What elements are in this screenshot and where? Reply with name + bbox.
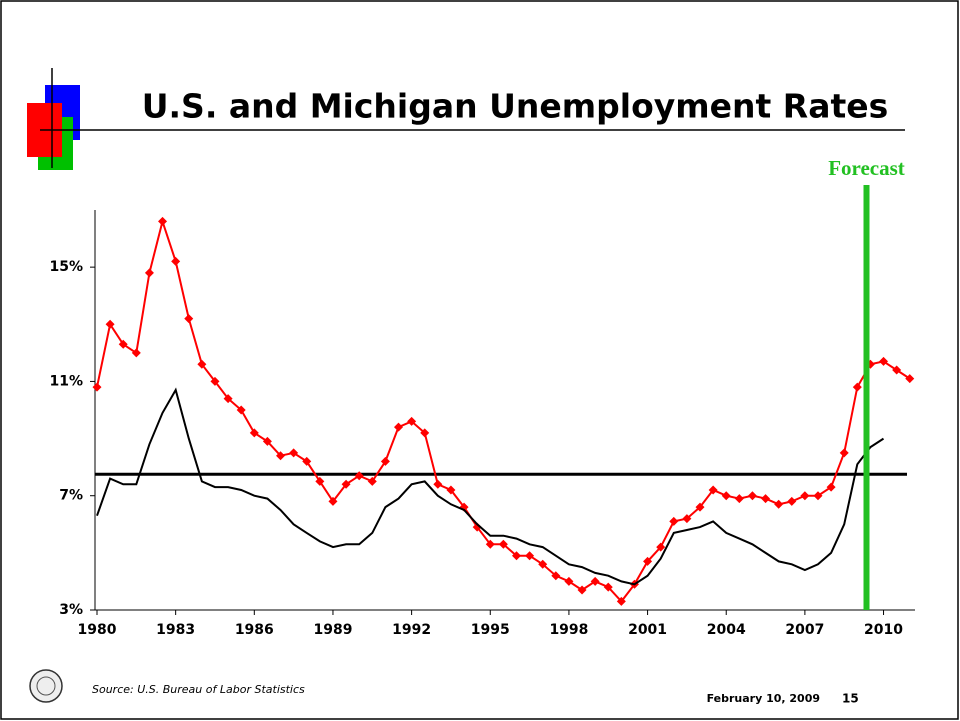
slide-title: U.S. and Michigan Unemployment Rates: [142, 87, 889, 126]
marker: [800, 491, 810, 501]
marker: [367, 476, 377, 486]
source: Source: U.S. Bureau of Labor Statistics: [92, 683, 305, 696]
marker: [498, 539, 508, 549]
marker: [472, 522, 482, 532]
y-tick-label: 7%: [59, 488, 83, 504]
marker: [682, 514, 692, 524]
x-tick-label: 1989: [313, 622, 352, 638]
marker: [328, 496, 338, 506]
marker: [210, 376, 220, 386]
marker: [761, 494, 771, 504]
annotation: Forecast: [828, 156, 905, 180]
marker: [131, 348, 141, 358]
marker: [616, 596, 626, 606]
x-tick-label: 2007: [785, 622, 824, 638]
marker: [171, 256, 181, 266]
y-tick-label: 3%: [59, 602, 83, 618]
marker: [643, 556, 653, 566]
x-tick-label: 1995: [471, 622, 510, 638]
marker: [197, 359, 207, 369]
marker: [276, 451, 286, 461]
marker: [354, 471, 364, 481]
marker: [826, 482, 836, 492]
marker: [734, 494, 744, 504]
marker: [905, 374, 915, 384]
seal-icon: [29, 669, 63, 703]
marker: [538, 559, 548, 569]
marker: [394, 422, 404, 432]
x-tick-label: 1998: [549, 622, 588, 638]
marker: [485, 539, 495, 549]
marker: [892, 365, 902, 375]
marker: [92, 382, 102, 392]
y-tick-label: 11%: [49, 373, 83, 389]
x-tick-label: 1986: [235, 622, 274, 638]
marker: [420, 428, 430, 438]
marker: [223, 394, 233, 404]
x-tick-label: 2010: [864, 622, 903, 638]
marker: [590, 576, 600, 586]
marker: [525, 551, 535, 561]
x-tick-label: 1983: [156, 622, 195, 638]
marker: [774, 499, 784, 509]
marker: [184, 314, 194, 324]
marker: [302, 456, 312, 466]
marker: [656, 542, 666, 552]
marker: [813, 491, 823, 501]
page-number: 15: [842, 692, 859, 706]
marker: [603, 582, 613, 592]
marker: [433, 479, 443, 489]
marker: [669, 516, 679, 526]
series-line: [96, 387, 885, 586]
marker: [341, 479, 351, 489]
marker: [721, 491, 731, 501]
marker: [144, 268, 154, 278]
marker: [407, 416, 417, 426]
marker: [446, 485, 456, 495]
marker: [577, 585, 587, 595]
marker: [262, 436, 272, 446]
marker: [839, 448, 849, 458]
marker: [852, 382, 862, 392]
marker: [564, 576, 574, 586]
marker: [879, 356, 889, 366]
x-tick-label: 2001: [628, 622, 667, 638]
x-tick-label: 1980: [78, 622, 117, 638]
seal-inner: [36, 676, 56, 696]
marker: [708, 485, 718, 495]
y-tick-label: 15%: [49, 259, 83, 275]
marker: [118, 339, 128, 349]
marker: [747, 491, 757, 501]
x-tick-label: 2004: [707, 622, 746, 638]
marker: [289, 448, 299, 458]
marker: [158, 216, 168, 226]
marker: [695, 502, 705, 512]
seal: [29, 669, 63, 703]
marker: [551, 571, 561, 581]
marker: [236, 405, 246, 415]
marker: [315, 476, 325, 486]
date: February 10, 2009: [707, 692, 820, 705]
marker: [511, 551, 521, 561]
marker: [249, 428, 259, 438]
marker: [787, 496, 797, 506]
x-tick-label: 1992: [392, 622, 431, 638]
marker: [380, 456, 390, 466]
marker: [105, 319, 115, 329]
